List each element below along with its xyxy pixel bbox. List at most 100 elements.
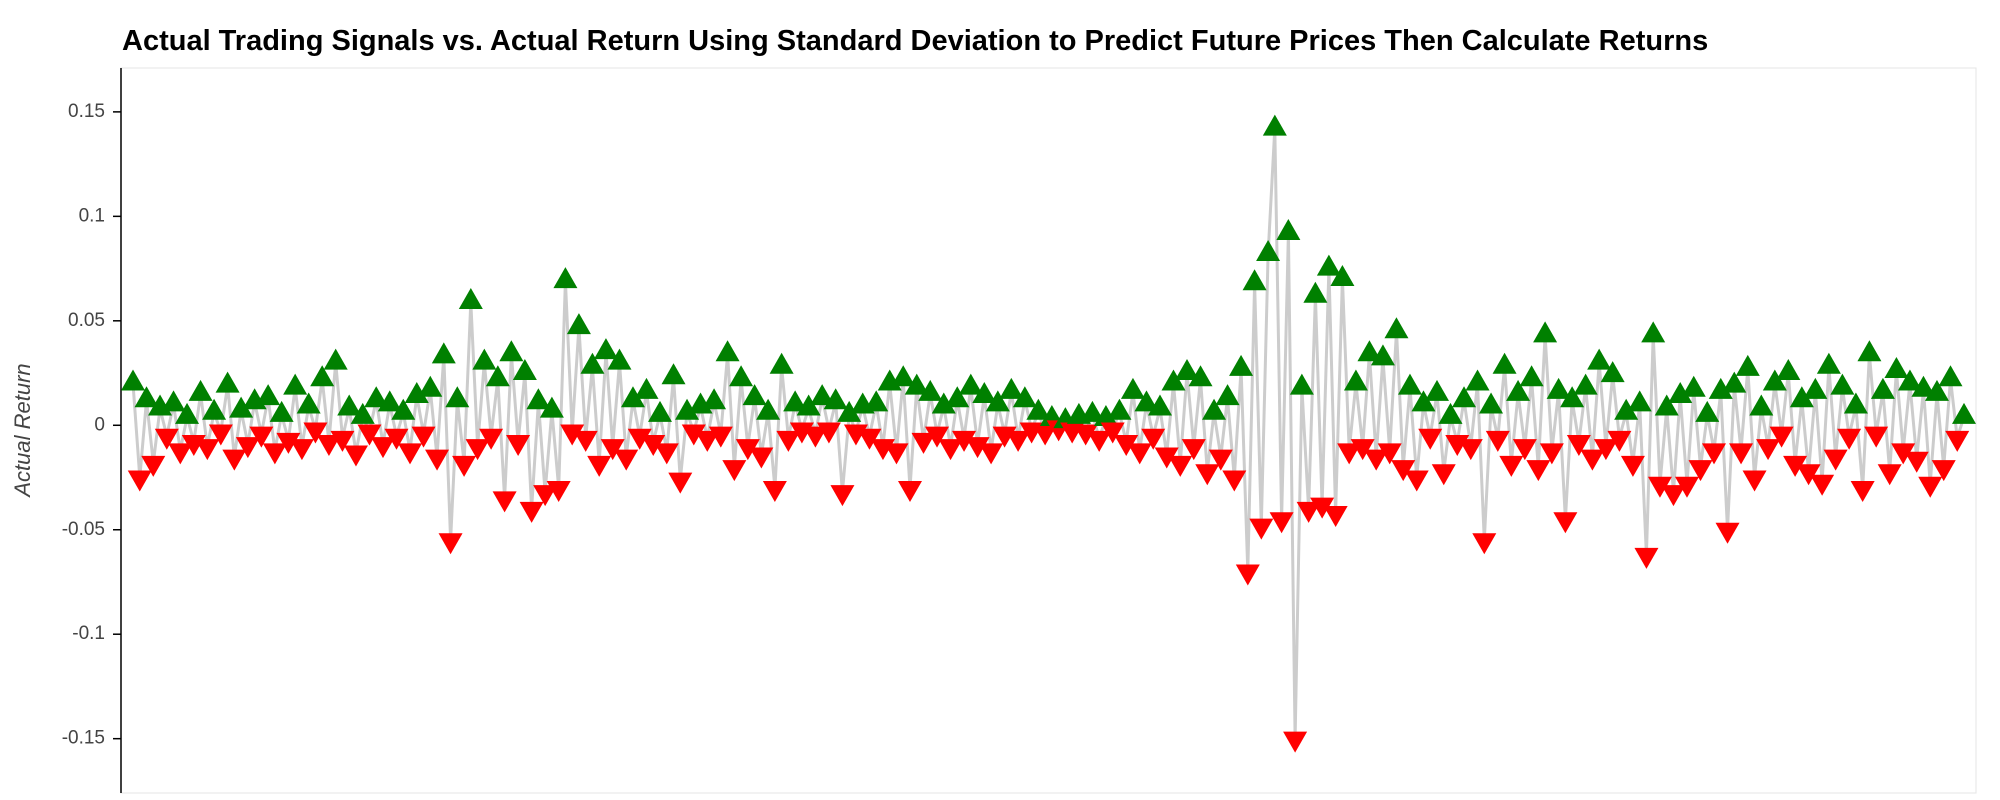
buy-signal: [229, 396, 254, 418]
buy-signal: [904, 373, 929, 395]
buy-signal: [1080, 400, 1105, 422]
sell-signal: [1647, 476, 1672, 498]
sell-signal: [452, 455, 477, 477]
buy-signal: [1330, 265, 1355, 287]
chart-title: Actual Trading Signals vs. Actual Return…: [122, 25, 1708, 57]
buy-signal: [364, 386, 389, 408]
sell-signal: [560, 424, 585, 446]
sell-signal: [600, 439, 625, 461]
buy-signal: [1161, 369, 1186, 391]
sell-signal: [654, 443, 679, 465]
sell-signal: [1364, 449, 1389, 471]
buy-signal: [1735, 354, 1760, 376]
buy-signal: [1924, 379, 1949, 401]
sell-signal: [262, 443, 287, 465]
buy-signal: [566, 313, 591, 335]
sell-signal: [1404, 470, 1429, 492]
buy-signal: [1884, 356, 1909, 378]
buy-signal: [1681, 375, 1706, 397]
sell-signal: [316, 434, 341, 456]
sell-signal: [546, 480, 571, 502]
sell-signal: [816, 422, 841, 444]
sell-signal: [1296, 501, 1321, 523]
buy-signal: [1147, 394, 1172, 416]
buy-signal: [350, 402, 375, 424]
buy-signal: [1120, 377, 1145, 399]
sell-signal: [249, 426, 274, 448]
buy-signal: [323, 348, 348, 370]
buy-signal: [1357, 340, 1382, 362]
buy-signal: [1242, 269, 1267, 291]
sell-signal: [749, 447, 774, 469]
buy-signal: [1506, 379, 1531, 401]
sell-signal: [925, 426, 950, 448]
buy-signal: [526, 388, 551, 410]
buy-signal: [1668, 382, 1693, 404]
sell-signal: [803, 426, 828, 448]
buy-signal: [391, 398, 416, 420]
buy-signal: [175, 402, 200, 424]
buy-signal: [121, 369, 145, 391]
buy-signal: [1803, 377, 1828, 399]
sell-signal: [208, 424, 233, 446]
buy-signal: [1026, 398, 1051, 420]
buy-signal: [472, 348, 497, 370]
buy-signal: [161, 390, 186, 412]
sell-signal: [1431, 464, 1456, 486]
sell-signal: [1742, 470, 1767, 492]
sell-signal: [1087, 430, 1112, 452]
sell-signal: [1391, 460, 1416, 482]
buy-signal: [958, 373, 983, 395]
sell-signal: [533, 485, 558, 507]
buy-signal: [431, 342, 456, 364]
buy-signal: [945, 386, 970, 408]
sell-signal: [1918, 476, 1943, 498]
sell-signal: [1235, 564, 1260, 586]
sell-signal: [952, 430, 977, 452]
sell-signal: [357, 424, 382, 446]
buy-signal: [985, 390, 1010, 412]
y-tick-label: 0: [94, 414, 105, 435]
sell-signal: [1607, 430, 1632, 452]
sell-signal: [965, 437, 990, 459]
y-tick-label: -0.1: [72, 623, 105, 644]
buy-signal: [1107, 398, 1132, 420]
buy-signal: [1870, 377, 1895, 399]
sell-signal: [1850, 480, 1875, 502]
buy-signal: [675, 398, 700, 420]
sell-signal: [168, 443, 193, 465]
buy-signal: [1215, 384, 1240, 406]
buy-signal: [1533, 321, 1558, 343]
buy-signal: [1614, 398, 1639, 420]
buy-signal: [796, 394, 821, 416]
sell-signal: [438, 533, 463, 555]
buy-signal: [648, 400, 673, 422]
sell-signal: [1593, 439, 1618, 461]
buy-signal: [580, 352, 605, 374]
sell-signal: [222, 449, 247, 471]
buy-signal: [188, 379, 213, 401]
sell-signal: [1945, 430, 1970, 452]
buy-signal: [1560, 386, 1585, 408]
sell-signal: [1350, 439, 1375, 461]
sell-signal: [762, 480, 787, 502]
sell-signal: [911, 432, 936, 454]
buy-signal: [1397, 373, 1422, 395]
buy-signal: [1789, 386, 1814, 408]
buy-signal: [499, 340, 524, 362]
sell-signal: [425, 449, 450, 471]
sell-signal: [1580, 449, 1605, 471]
sell-signal: [1823, 449, 1848, 471]
buy-signal: [1276, 219, 1301, 241]
sell-signal: [1472, 533, 1497, 555]
buy-signal: [837, 400, 862, 422]
sell-signal: [235, 437, 260, 459]
buy-signal: [1093, 405, 1118, 427]
sell-signal: [127, 470, 152, 492]
buy-signal: [1897, 369, 1922, 391]
buy-signal: [377, 390, 402, 412]
buy-signal: [1816, 352, 1841, 374]
y-axis-label: Actual Return: [10, 363, 35, 498]
sell-signal: [1702, 443, 1727, 465]
sell-signal: [154, 428, 179, 450]
